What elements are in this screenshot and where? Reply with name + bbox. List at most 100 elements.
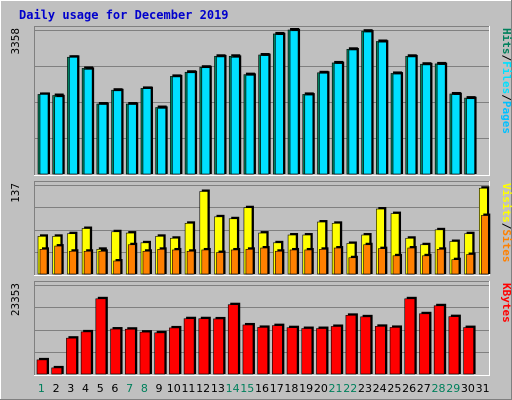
bar-files-day-4 [83,69,93,175]
bar-kbytes-day-20 [316,328,327,375]
panel-visits-sites: 137 Visits/Sites [9,181,512,276]
legend-separator: / [500,94,512,101]
y-max-label-kbytes: 23353 [9,283,22,316]
bar-sites-day-12 [201,249,210,275]
bar-files-day-25 [392,73,402,175]
bar-kbytes-day-25 [389,327,401,375]
bar-kbytes-day-13 [213,318,224,375]
bar-files-day-16 [260,55,269,175]
bar-sites-day-26 [407,247,416,275]
bar-kbytes-day-7 [124,328,136,375]
bar-kbytes-day-17 [272,325,283,375]
bar-sites-day-16 [260,247,268,275]
bar-files-day-6 [113,90,122,175]
bar-kbytes-day-16 [257,327,268,375]
legend-item-hits: Hits [500,28,512,55]
bar-kbytes-day-18 [286,327,298,375]
x-tick-label-day-17: 17 [270,382,284,395]
bar-kbytes-day-9 [154,332,165,375]
bar-kbytes-day-3 [66,337,77,375]
x-tick-label-day-19: 19 [299,382,313,395]
y-max-label-visits-sites: 137 [9,183,22,203]
x-tick-label-day-16: 16 [255,382,269,395]
legend-text-kbytes: KBytes [500,283,512,323]
legend-kbytes: KBytes [500,283,512,323]
x-tick-label-day-5: 5 [97,382,104,395]
legend-text-hits-files-pages: Hits/Files/Pages [500,28,512,134]
bar-files-day-2 [54,96,64,175]
bar-sites-day-5 [98,250,107,275]
x-tick-label-day-26: 26 [402,382,416,395]
x-tick-label-day-23: 23 [358,382,372,395]
bar-kbytes-day-24 [375,326,386,375]
x-tick-label-day-14: 14 [226,382,240,395]
bar-files-day-8 [142,88,152,175]
panel-kbytes: 23353 KBytes [9,281,512,376]
x-tick-label-day-2: 2 [53,382,60,395]
bar-sites-day-13 [216,252,224,275]
bar-sites-day-29 [451,259,460,275]
bar-sites-day-3 [69,250,77,275]
bar-files-day-11 [186,72,196,175]
bar-files-day-21 [333,63,343,175]
bar-files-day-22 [348,49,358,175]
bar-sites-day-11 [186,250,195,275]
x-tick-label-day-25: 25 [387,382,401,395]
bar-sites-day-6 [113,260,121,275]
bar-sites-day-17 [275,250,283,275]
x-tick-label-day-27: 27 [417,382,431,395]
x-tick-label-day-30: 30 [461,382,475,395]
bar-files-day-18 [289,30,299,175]
bar-files-day-19 [304,94,314,175]
x-tick-label-day-4: 4 [82,382,89,395]
bar-files-day-13 [216,56,225,175]
bar-sites-day-18 [289,249,298,275]
bar-sites-day-8 [142,250,151,275]
bar-kbytes-day-4 [80,331,92,375]
bar-files-day-12 [201,67,211,175]
bar-kbytes-day-30 [463,327,474,375]
x-tick-label-day-1: 1 [38,382,45,395]
x-tick-label-day-28: 28 [432,382,446,395]
bar-kbytes-day-26 [404,298,416,375]
bar-files-day-7 [127,104,137,175]
bar-sites-day-9 [157,249,165,275]
legend-item-files: Files [500,61,512,94]
bar-kbytes-day-6 [110,328,121,375]
x-tick-label-day-20: 20 [314,382,328,395]
bar-files-day-1 [39,94,49,175]
bar-sites-day-14 [230,249,239,275]
legend-separator: / [500,223,512,230]
bar-kbytes-day-27 [419,313,430,375]
bar-kbytes-day-10 [169,327,180,375]
bar-kbytes-day-5 [95,298,107,375]
legend-item-pages: Pages [500,101,512,134]
x-tick-label-day-21: 21 [329,382,343,395]
x-tick-label-day-13: 13 [211,382,225,395]
bar-kbytes-day-8 [139,331,151,375]
bar-sites-day-4 [83,250,92,275]
x-tick-label-day-15: 15 [240,382,254,395]
legend-item-visits: Visits [500,183,512,223]
x-tick-label-day-31: 31 [476,382,490,395]
bar-files-day-27 [422,64,431,175]
bar-files-day-28 [436,64,446,175]
bar-files-day-15 [245,75,255,175]
legend-visits-sites: Visits/Sites [500,183,512,263]
bar-files-day-20 [319,73,328,175]
x-tick-label-day-7: 7 [126,382,133,395]
x-tick-label-day-29: 29 [446,382,460,395]
bar-files-day-29 [451,94,461,175]
bar-sites-day-27 [422,255,430,275]
bar-sites-day-31 [480,215,489,275]
bar-sites-day-2 [54,245,63,275]
x-tick-label-day-22: 22 [343,382,357,395]
x-tick-label-day-3: 3 [67,382,74,395]
x-tick-label-day-11: 11 [181,382,195,395]
bar-files-day-30 [466,98,475,175]
bar-files-day-17 [275,34,284,175]
bar-files-day-26 [407,56,417,175]
bar-sites-day-28 [436,249,445,275]
bar-files-day-10 [172,76,181,175]
